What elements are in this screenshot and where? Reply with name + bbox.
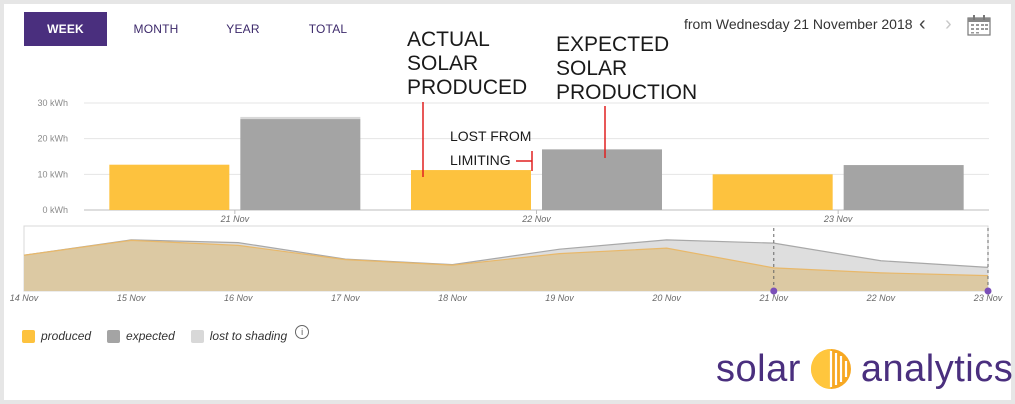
- annotation-line: SOLAR: [556, 57, 627, 80]
- chevron-left-icon: ‹: [919, 13, 926, 35]
- next-period-button[interactable]: ›: [945, 12, 952, 36]
- tab-week[interactable]: WEEK: [24, 12, 107, 46]
- bar-produced: [109, 164, 230, 210]
- legend-swatch-lost-to-shading: [190, 329, 204, 343]
- selection-handle: [770, 287, 778, 295]
- annotation-line: ACTUAL: [407, 28, 490, 51]
- overview-tick-label: 18 Nov: [438, 293, 467, 303]
- legend-swatch-expected: [107, 329, 121, 343]
- x-tick-label: 21 Nov: [220, 214, 250, 224]
- overview-tick-label: 19 Nov: [545, 293, 574, 303]
- calendar-icon[interactable]: [967, 14, 991, 41]
- annotation-line: PRODUCED: [407, 76, 527, 99]
- line-expected: [23, 239, 989, 268]
- area-produced: [24, 240, 988, 291]
- bar-chart-y-ticks: 0 kWh 10 kWh 20 kWh 30 kWh: [37, 98, 68, 215]
- y-tick-label: 10 kWh: [37, 169, 68, 179]
- legend-label: lost to shading: [209, 329, 288, 343]
- overview-tick-label: 14 Nov: [10, 293, 39, 303]
- line-produced: [23, 239, 989, 277]
- annotation-lost-from-limiting: LOST FROM LIMITING: [450, 128, 533, 171]
- annotation-line: LOST FROM: [450, 128, 531, 144]
- annotation-line: SOLAR: [407, 52, 478, 75]
- x-tick-label: 23 Nov: [823, 214, 853, 224]
- bar-chart-bars: [109, 116, 964, 210]
- tab-year[interactable]: YEAR: [226, 22, 260, 36]
- bar-expected: [240, 119, 361, 210]
- solar-sun-icon: [810, 349, 851, 389]
- overview-tick-label: 17 Nov: [331, 293, 360, 303]
- annotation-actual-solar-produced: ACTUAL SOLAR PRODUCED: [407, 28, 527, 177]
- y-tick-label: 20 kWh: [37, 134, 68, 144]
- bar-expected: [542, 149, 662, 210]
- legend-item-lost-to-shading[interactable]: lost to shading: [190, 329, 288, 343]
- annotation-expected-solar-production: EXPECTED SOLAR PRODUCTION: [556, 33, 697, 158]
- tab-month[interactable]: MONTH: [133, 22, 179, 36]
- solar-analytics-logo: solar analytics: [716, 344, 1013, 394]
- bar-lost-to-shading: [240, 116, 361, 120]
- overview-x-ticks: 14 Nov 15 Nov 16 Nov 17 Nov 18 Nov 19 Nov 20 N…: [10, 293, 1003, 303]
- chevron-right-icon: ›: [945, 13, 952, 35]
- overview-tick-label: 16 Nov: [224, 293, 253, 303]
- legend-label: produced: [41, 329, 92, 343]
- legend-swatch-produced: [22, 329, 35, 343]
- overview-tick-label: 15 Nov: [117, 293, 146, 303]
- logo-text-left: solar: [716, 347, 801, 390]
- overview-tick-label: 23 Nov: [973, 293, 1003, 303]
- selection-handle: [984, 287, 992, 295]
- bar-produced: [712, 174, 833, 210]
- bar-expected: [843, 165, 964, 210]
- y-tick-label: 30 kWh: [37, 98, 68, 108]
- energy-chart: 0 kWh 10 kWh 20 kWh 30 kWh 21 Nov 22 Nov 23 N…: [10, 28, 1003, 303]
- annotation-line: PRODUCTION: [556, 81, 697, 104]
- y-tick-label: 0 kWh: [42, 205, 68, 215]
- overview-tick-label: 22 Nov: [866, 293, 896, 303]
- overview-tick-label: 21 Nov: [759, 293, 789, 303]
- previous-period-button[interactable]: ‹: [919, 12, 926, 36]
- legend-item-expected[interactable]: expected: [107, 329, 175, 343]
- tab-total[interactable]: TOTAL: [308, 22, 348, 36]
- report-panel: WEEK MONTH YEAR TOTAL from Wednesday 21 …: [4, 4, 1013, 400]
- legend-label: expected: [126, 329, 175, 343]
- date-range-label: from Wednesday 21 November 2018: [684, 16, 913, 32]
- x-tick-label: 22 Nov: [521, 214, 551, 224]
- bar-produced: [411, 170, 531, 210]
- overview-tick-label: 20 Nov: [651, 293, 681, 303]
- legend-item-produced[interactable]: produced: [22, 329, 91, 343]
- overview-area-chart: [23, 225, 992, 295]
- chart-legend: produced expected lost to shading i: [22, 325, 310, 343]
- annotation-line: EXPECTED: [556, 33, 669, 56]
- annotation-line: LIMITING: [450, 152, 511, 168]
- logo-text-right: analytics: [860, 347, 1014, 390]
- info-icon[interactable]: i: [295, 325, 310, 339]
- bar-chart-x-ticks: 21 Nov 22 Nov 23 Nov: [220, 210, 853, 224]
